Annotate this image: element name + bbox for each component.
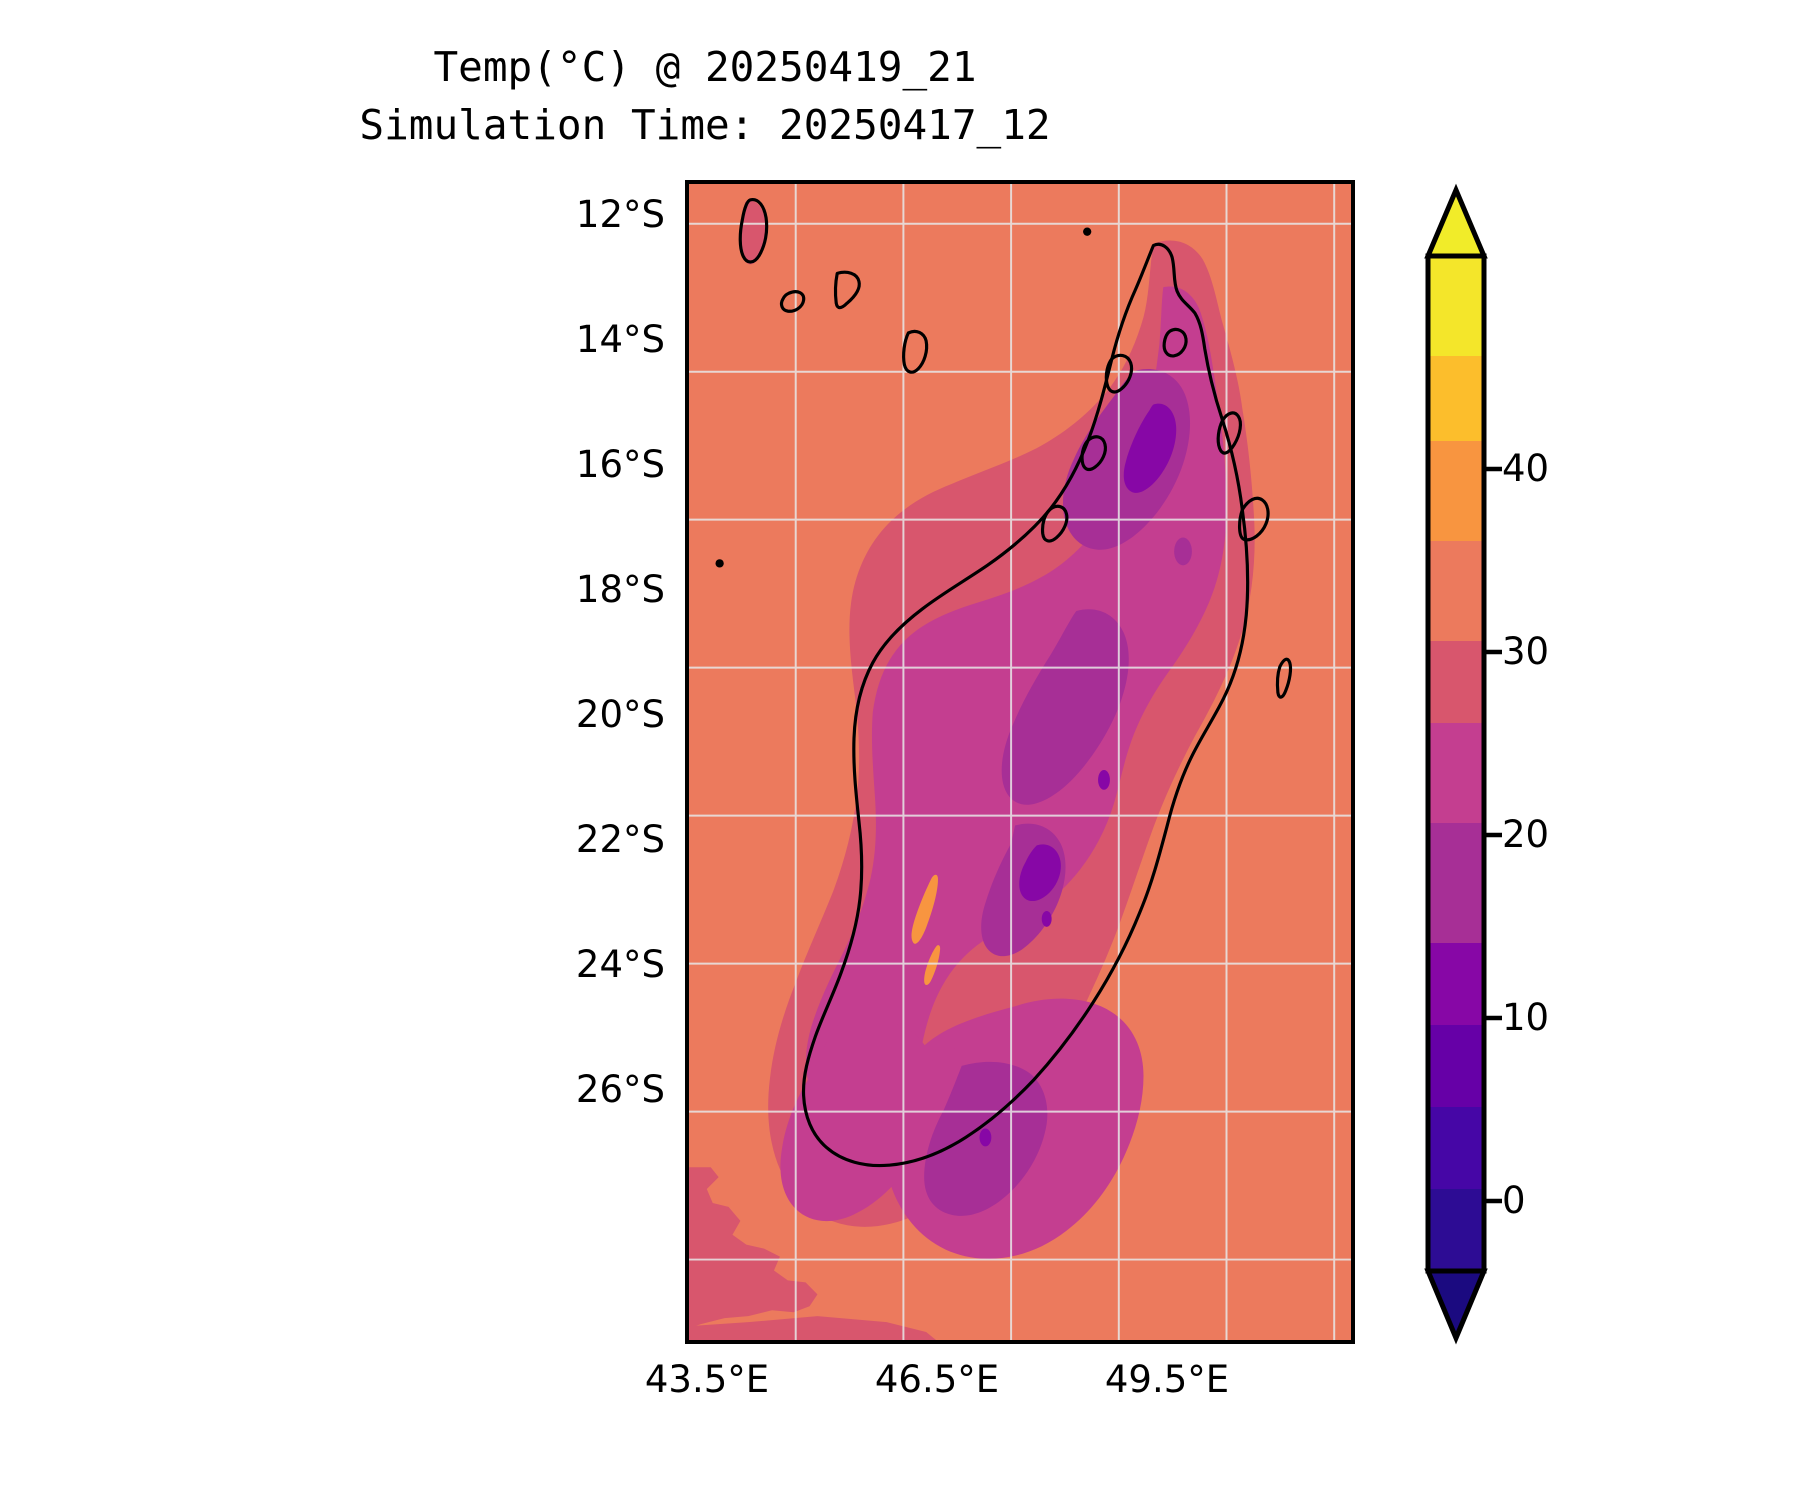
colorbar-tick-label-40: 40 bbox=[1502, 447, 1550, 490]
colorbar-band-25-30 bbox=[1428, 541, 1484, 641]
coastline-outlines bbox=[715, 198, 1293, 1168]
title-line-1: Temp(°C) @ 20250419_21 bbox=[433, 43, 977, 91]
coastline-antongil-bay bbox=[1216, 411, 1242, 455]
comoros-thermal-blob bbox=[741, 200, 766, 265]
cool-ocean-sw-2 bbox=[689, 1316, 937, 1340]
y-tick-label-18s: 18°S bbox=[575, 568, 665, 611]
thermal-speck-1 bbox=[1174, 537, 1192, 566]
colorbar-extend-max-arrow bbox=[1424, 183, 1488, 259]
x-tick-label-46-5e: 46.5°E bbox=[874, 1358, 1000, 1401]
colorbar-band-22-25 bbox=[1428, 641, 1484, 723]
y-tick-label-26s: 26°S bbox=[575, 1068, 665, 1111]
chart-title: Temp(°C) @ 20250419_21 Simulation Time: … bbox=[0, 38, 1410, 154]
colorbar[interactable]: 40 30 20 10 0 bbox=[1424, 178, 1549, 1345]
x-tick-label-43-5e: 43.5°E bbox=[644, 1358, 770, 1401]
y-tick-label-16s: 16°S bbox=[575, 443, 665, 486]
warm-valley-streak-1 bbox=[911, 874, 938, 944]
colorbar-tick-label-30: 30 bbox=[1502, 630, 1550, 673]
colorbar-band-40-45 bbox=[1428, 256, 1484, 356]
thermal-speck-4 bbox=[979, 1128, 992, 1147]
colorbar-band--5-0 bbox=[1428, 1189, 1484, 1271]
colorbar-swatches bbox=[1424, 183, 1502, 1345]
coastline-nosy-be bbox=[1162, 327, 1188, 358]
colorbar-tick-label-10: 10 bbox=[1502, 996, 1550, 1039]
thermal-band-10-15-central bbox=[1001, 609, 1129, 805]
colorbar-band-0-5 bbox=[1428, 1107, 1484, 1189]
y-tick-label-14s: 14°S bbox=[575, 318, 665, 361]
warm-valley-streak-2 bbox=[924, 945, 941, 985]
thermal-core-5-10-ankaratra bbox=[1019, 844, 1061, 902]
coastline-islet-juan-de-nova bbox=[1083, 227, 1092, 236]
coastline-anjouan bbox=[833, 270, 861, 310]
thermal-speck-5 bbox=[936, 1034, 960, 1051]
thermal-speck-2 bbox=[1098, 769, 1110, 790]
colorbar-band-5-10 bbox=[1428, 1025, 1484, 1107]
coastline-ile-sainte-marie bbox=[1275, 657, 1293, 699]
coastline-mayotte bbox=[902, 329, 929, 374]
colorbar-tick-label-20: 20 bbox=[1502, 813, 1550, 856]
cool-ocean-sw bbox=[689, 1167, 818, 1329]
coastline-grande-comore bbox=[738, 198, 769, 264]
coastline-mahajamba-inlet bbox=[1104, 353, 1134, 394]
coastline-madagascar bbox=[801, 242, 1250, 1168]
y-tick-label-20s: 20°S bbox=[575, 693, 665, 736]
gridlines bbox=[689, 184, 1351, 1340]
colorbar-band-10-15 bbox=[1428, 943, 1484, 1025]
y-tick-label-22s: 22°S bbox=[575, 818, 665, 861]
title-line-2: Simulation Time: 20250417_12 bbox=[359, 101, 1051, 149]
coastline-bombetoka-bay bbox=[1040, 504, 1069, 543]
colorbar-band-35-40 bbox=[1428, 356, 1484, 441]
colorbar-tick-label-0: 0 bbox=[1502, 1179, 1526, 1222]
thermal-band-15-20-southwest bbox=[780, 1019, 937, 1222]
y-tick-label-12s: 12°S bbox=[575, 193, 665, 236]
thermal-core-5-10-tsaratanana bbox=[1123, 403, 1177, 493]
coastline-masoala-notch bbox=[1238, 496, 1270, 542]
y-tick-label-24s: 24°S bbox=[575, 943, 665, 986]
map-axes bbox=[685, 180, 1355, 1344]
temperature-contour-map bbox=[689, 184, 1351, 1340]
x-tick-label-49-5e: 49.5°E bbox=[1104, 1358, 1230, 1401]
colorbar-band-15-20 bbox=[1428, 823, 1484, 943]
thermal-speck-3 bbox=[1041, 910, 1052, 927]
coastline-moheli bbox=[779, 290, 806, 313]
colorbar-tickmarks bbox=[1484, 466, 1502, 1204]
coastline-narinda-inlet bbox=[1080, 435, 1107, 472]
coastline-islet-europa bbox=[715, 559, 724, 568]
colorbar-extend-min-arrow bbox=[1424, 1268, 1488, 1345]
colorbar-outline bbox=[1425, 253, 1487, 1274]
colorbar-band-30-35 bbox=[1428, 441, 1484, 541]
colorbar-band-20-25 bbox=[1428, 723, 1484, 823]
